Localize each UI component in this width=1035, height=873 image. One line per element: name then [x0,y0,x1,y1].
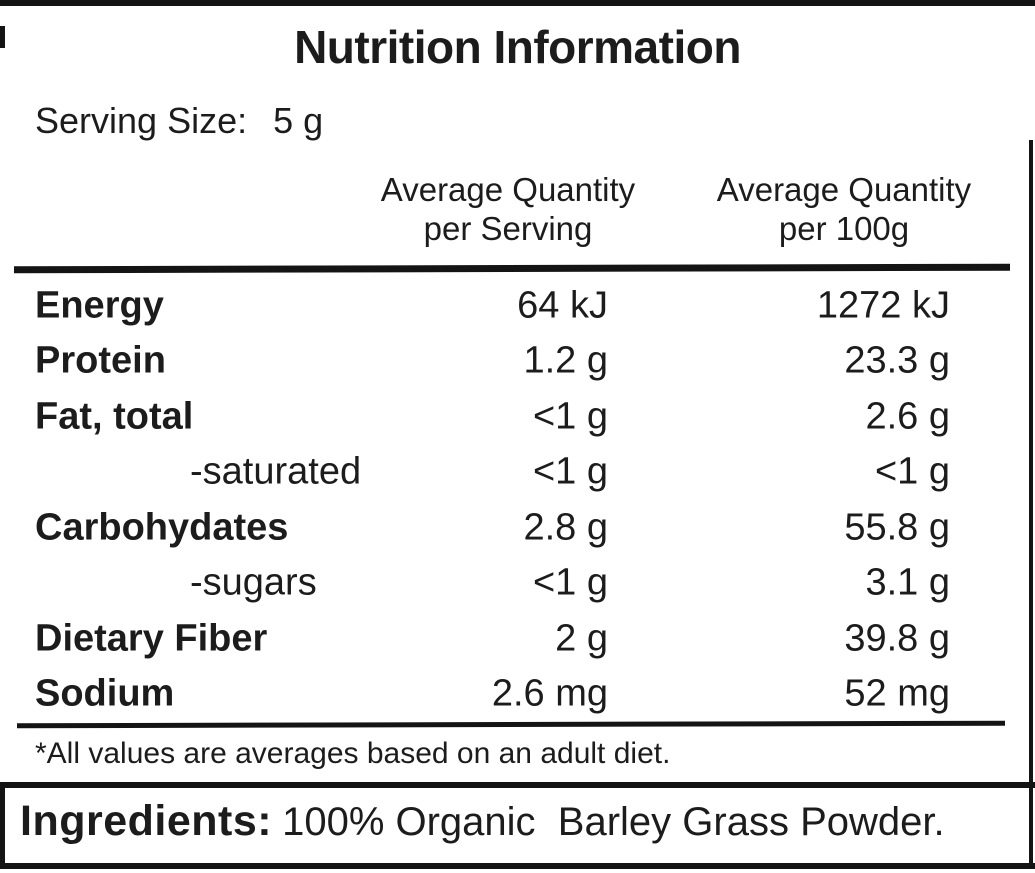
per-100g-value: 52 mg [844,672,950,715]
per-100g-value: 2.6 g [865,395,950,438]
per-100g-value: 1272 kJ [816,284,950,327]
per-serving-value: 2.8 g [523,506,608,549]
per-100g-value: 23.3 g [844,339,950,382]
column-header-line: Average Quantity [380,171,636,208]
label-bottom-border [0,863,1035,869]
table-row-dietary-fiber: Dietary Fiber 2 g 39.8 g [0,611,1035,667]
nutrient-name: Energy [35,284,164,327]
table-row-sodium: Sodium 2.6 mg 52 mg [0,667,1035,723]
column-header-line: per Serving [423,210,593,247]
serving-size-value: 5 g [273,100,324,141]
per-serving-value: <1 g [532,395,608,438]
nutrient-name: Fat, total [35,395,194,438]
nutrient-name: -saturated [190,450,362,493]
column-header-per-serving: Average Quantity per Serving [340,170,676,248]
per-serving-value: 2 g [555,617,608,660]
serving-size: Serving Size: 5 g [35,100,323,142]
per-serving-value: <1 g [532,561,608,604]
per-100g-value: 3.1 g [865,561,950,604]
serving-size-label: Serving Size: [35,100,248,141]
column-header-per-100g: Average Quantity per 100g [676,170,1012,248]
label-left-border-fragment [0,26,5,48]
per-serving-value: <1 g [532,450,608,493]
header-divider-rule [13,263,1011,274]
per-100g-value: 39.8 g [844,617,950,660]
nutrient-name: Carbohydates [35,506,289,549]
column-header-line: Average Quantity [716,171,972,208]
table-row-carbohydrates: Carbohydates 2.8 g 55.8 g [0,500,1035,556]
label-top-border [0,0,1035,6]
nutrient-name: Protein [35,339,166,382]
ingredients-section: Ingredients: 100% Organic Barley Grass Po… [20,797,1010,846]
nutrient-name: Dietary Fiber [35,617,268,660]
page-title: Nutrition Information [294,21,741,73]
table-row-saturated: -saturated <1 g <1 g [0,445,1035,501]
table-row-sugars: -sugars <1 g 3.1 g [0,556,1035,612]
per-serving-value: 2.6 mg [491,672,608,715]
ingredients-value: 100% Organic Barley Grass Powder. [282,800,945,844]
ingredients-top-rule [0,782,1035,788]
per-100g-value: <1 g [874,450,950,493]
column-header-line: per 100g [778,210,910,247]
nutrient-name: -sugars [190,561,317,604]
nutrition-table: Energy 64 kJ 1272 kJ Protein 1.2 g 23.3 … [0,278,1035,722]
per-100g-value: 55.8 g [844,506,950,549]
ingredients-label: Ingredients: [20,797,273,845]
column-headers: Average Quantity per Serving Average Qua… [340,170,1012,248]
ingredients-left-border [0,782,5,869]
table-row-protein: Protein 1.2 g 23.3 g [0,334,1035,390]
table-row-fat-total: Fat, total <1 g 2.6 g [0,389,1035,445]
per-serving-value: 64 kJ [517,284,608,327]
label-right-border [1029,140,1033,869]
per-serving-value: 1.2 g [523,339,608,382]
nutrient-name: Sodium [35,672,175,715]
table-row-energy: Energy 64 kJ 1272 kJ [0,278,1035,334]
footnote: *All values are averages based on an adu… [35,737,671,770]
